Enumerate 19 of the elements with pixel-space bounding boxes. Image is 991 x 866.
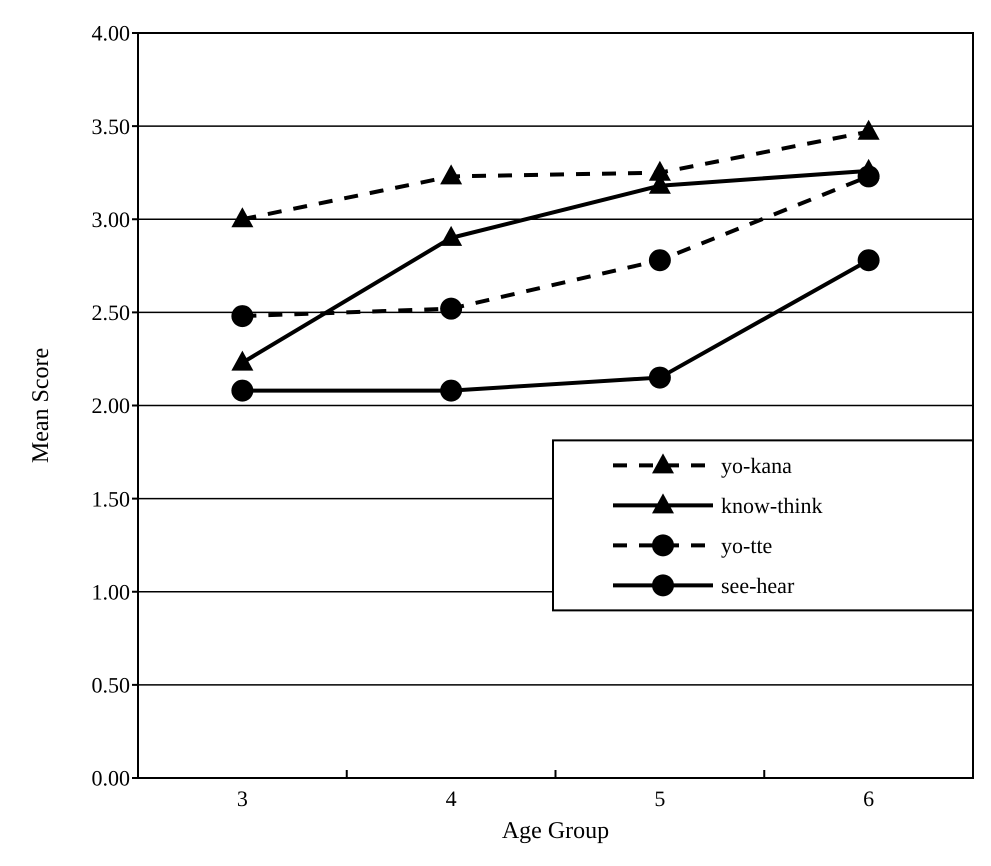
- legend-label: see-hear: [721, 573, 795, 598]
- x-tick-label: 6: [863, 786, 874, 811]
- y-tick-label: 4.00: [92, 20, 130, 46]
- x-axis-title: Age Group: [502, 818, 610, 844]
- x-tick-label: 3: [236, 786, 248, 811]
- x-tick-label: 5: [654, 786, 666, 811]
- legend-label: yo-tte: [721, 533, 772, 558]
- y-tick-label: 1.50: [92, 486, 130, 512]
- y-tick-label: 0.50: [92, 672, 130, 698]
- y-axis-title: Mean Score: [28, 348, 54, 464]
- y-tick-label: 2.00: [92, 393, 130, 418]
- y-tick-label: 1.00: [92, 579, 130, 604]
- y-tick-label: 0.00: [92, 766, 130, 791]
- y-tick-label: 3.50: [92, 114, 130, 139]
- y-tick-label: 3.00: [92, 206, 130, 232]
- y-tick-label: 2.50: [92, 300, 130, 326]
- legend-label: yo-kana: [721, 453, 792, 478]
- x-tick-label: 4: [446, 786, 457, 811]
- legend-label: know-think: [721, 493, 822, 518]
